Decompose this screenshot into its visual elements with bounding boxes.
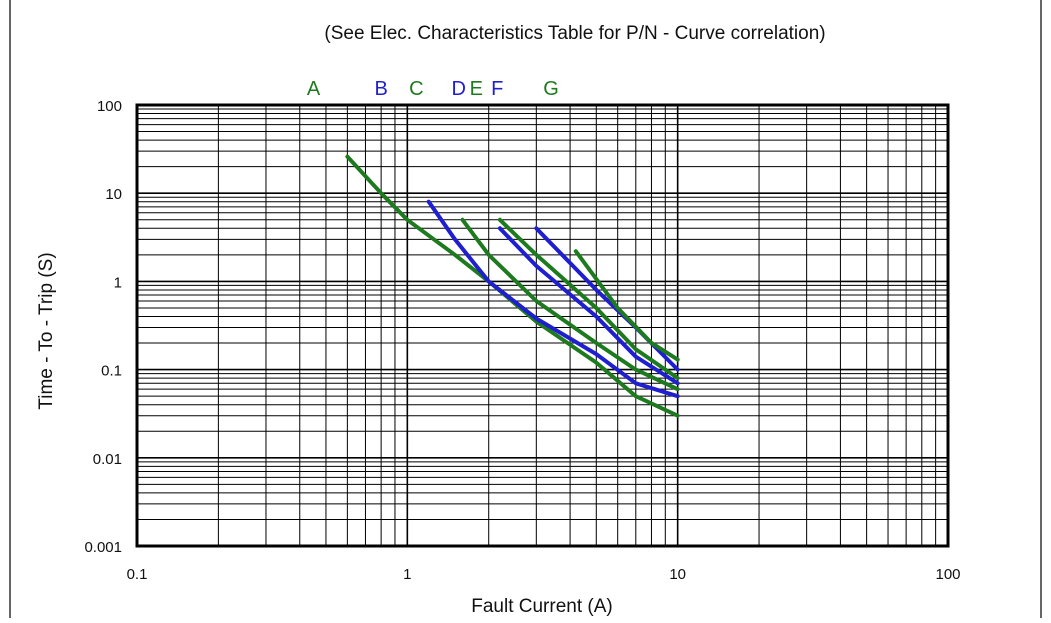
y-tick-label: 0.001 — [84, 539, 122, 556]
curve-label-c: C — [409, 78, 423, 100]
chart-title: (See Elec. Characteristics Table for P/N… — [324, 23, 825, 44]
y-axis-label: Time - To - Trip (S) — [36, 252, 57, 409]
series-group — [345, 154, 680, 418]
curve-label-e: E — [470, 78, 483, 100]
x-tick-label: 10 — [669, 566, 686, 583]
curve-label-f: F — [491, 78, 503, 100]
curve-label-g: G — [543, 78, 559, 100]
series-line-b — [426, 199, 680, 399]
y-tick-label: 0.1 — [101, 363, 122, 380]
y-tick-label: 100 — [97, 98, 122, 115]
curve-label-d: D — [452, 78, 466, 100]
x-tick-label: 1 — [403, 566, 411, 583]
plot-frame — [135, 103, 950, 548]
grid — [137, 105, 948, 546]
y-tick-label: 1 — [114, 274, 122, 291]
series-line-g — [573, 249, 680, 362]
series-line-e — [497, 217, 680, 381]
y-tick-label: 0.01 — [93, 451, 122, 468]
x-tick-labels: 0.1 1 10 100 — [127, 566, 961, 583]
curve-label-a: A — [307, 78, 321, 100]
y-tick-label: 10 — [105, 186, 122, 203]
series-line-d — [497, 226, 680, 386]
curve-label-b: B — [374, 78, 387, 100]
x-tick-label: 0.1 — [127, 566, 148, 583]
x-axis-label: Fault Current (A) — [471, 596, 612, 617]
y-tick-labels: 100 10 1 0.1 0.01 0.001 — [84, 98, 122, 556]
x-tick-label: 100 — [935, 566, 960, 583]
series-line-c — [460, 217, 680, 392]
